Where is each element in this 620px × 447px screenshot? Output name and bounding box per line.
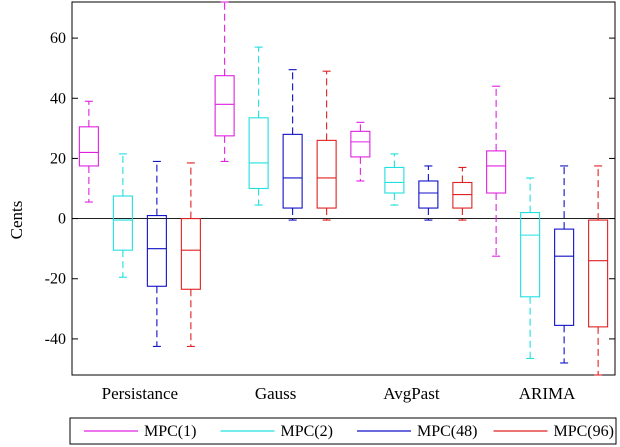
box-MPC(96)-Persistance (180, 162, 201, 347)
box-iqr (112, 195, 133, 251)
legend-label: MPC(1) (144, 423, 196, 440)
box-iqr (180, 218, 201, 290)
box-MPC(1)-ARIMA (486, 85, 507, 257)
box-MPC(1)-AvgPast (350, 121, 371, 182)
plot-frame (71, 1, 616, 376)
box-iqr (316, 139, 337, 209)
box-iqr (418, 180, 439, 209)
box-iqr (350, 130, 371, 158)
box-iqr (384, 166, 405, 194)
y-axis-label: Cents (7, 201, 26, 240)
box-MPC(48)-AvgPast (418, 165, 439, 221)
y-tick-label: -20 (45, 271, 66, 288)
box-iqr (282, 133, 303, 209)
box-MPC(1)-Persistance (78, 100, 99, 203)
box-MPC(48)-Persistance (146, 160, 167, 347)
box-MPC(96)-ARIMA (588, 165, 609, 376)
box-MPC(1)-Gauss (214, 1, 235, 162)
x-category-label: ARIMA (519, 384, 576, 403)
box-MPC(2)-ARIMA (520, 177, 541, 360)
y-tick-label: 40 (50, 90, 66, 107)
box-MPC(2)-Persistance (112, 153, 133, 278)
box-iqr (214, 75, 235, 137)
box-MPC(48)-Gauss (282, 69, 303, 221)
y-tick-label: 60 (50, 30, 66, 47)
plot-area: -40 -20 0 20 40 60 Persistance Gauss AvgPast ARIM… (45, 1, 616, 403)
box-iqr (146, 215, 167, 287)
x-category-label: Gauss (255, 384, 297, 403)
x-category-label: AvgPast (383, 384, 440, 403)
legend: MPC(1) MPC(2) MPC(48) MPC(96) (69, 417, 617, 445)
box-MPC(48)-ARIMA (554, 165, 575, 364)
box-MPC(96)-AvgPast (452, 166, 473, 221)
box-iqr (248, 117, 269, 190)
y-tick-label: 20 (50, 150, 66, 167)
box-iqr (520, 212, 541, 298)
box-iqr (588, 219, 609, 328)
legend-label: MPC(48) (417, 423, 477, 440)
box-iqr (554, 228, 575, 326)
box-MPC(96)-Gauss (316, 70, 337, 221)
x-category-label: Persistance (102, 384, 178, 403)
box-iqr (486, 150, 507, 194)
box-MPC(2)-AvgPast (384, 153, 405, 206)
legend-label: MPC(2) (281, 423, 333, 440)
y-tick-label: 0 (58, 211, 66, 228)
box-iqr (452, 181, 473, 209)
y-tick-label: -40 (45, 331, 66, 348)
box-MPC(2)-Gauss (248, 46, 269, 206)
box-iqr (78, 126, 99, 167)
legend-label: MPC(96) (554, 423, 614, 440)
